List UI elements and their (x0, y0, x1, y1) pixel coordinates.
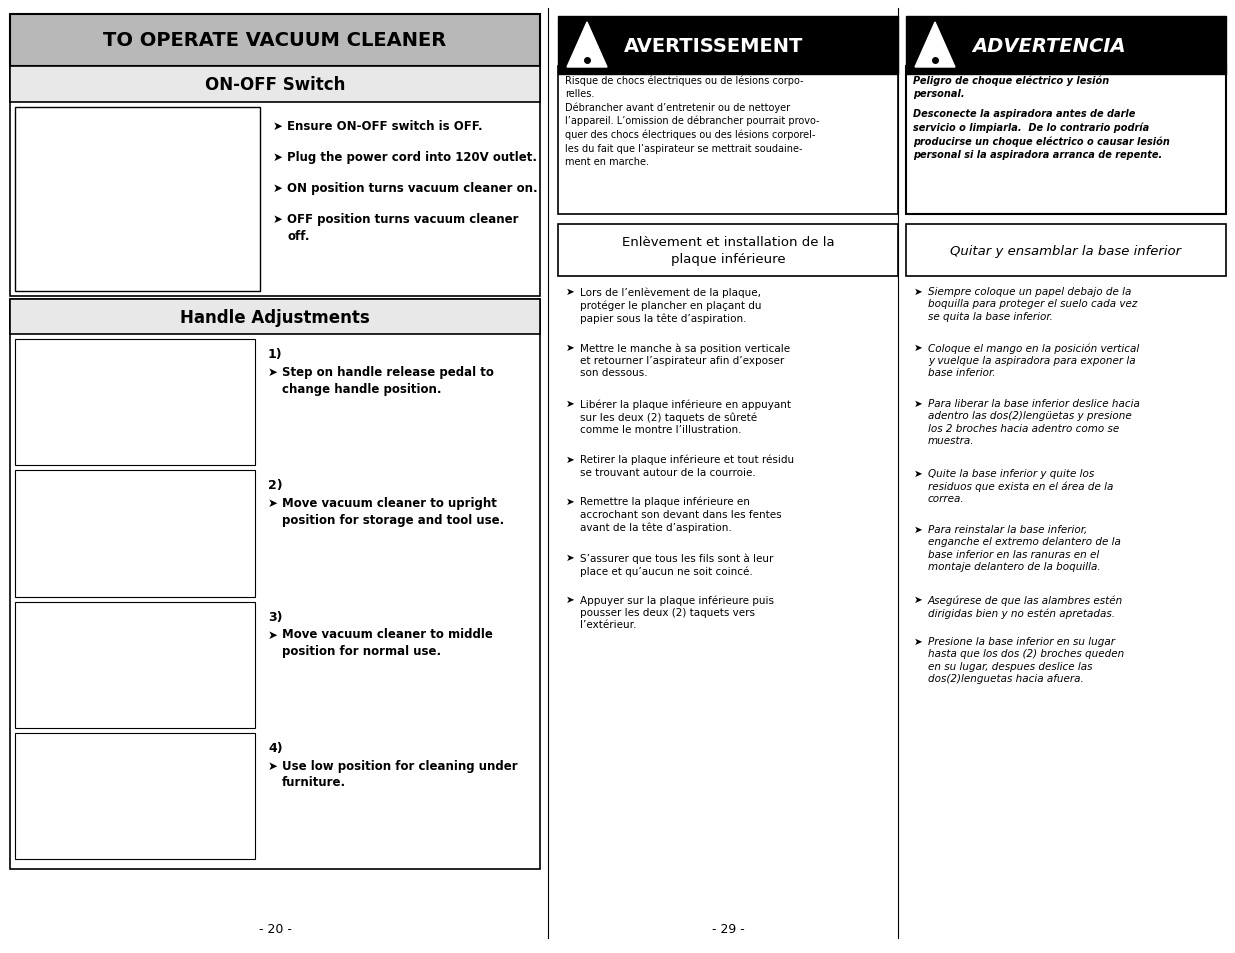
Bar (15, 733, 254, 859)
Bar (906, 225, 1226, 276)
Text: Use low position for cleaning under
furniture.: Use low position for cleaning under furn… (282, 759, 517, 788)
Text: Move vacuum cleaner to upright
position for storage and tool use.: Move vacuum cleaner to upright position … (282, 497, 504, 526)
Text: Para liberar la base inferior deslice hacia
adentro las dos(2)lengüetas y presio: Para liberar la base inferior deslice ha… (927, 398, 1140, 446)
Text: 2): 2) (268, 478, 283, 492)
Bar (965, 17, 1226, 75)
Text: Peligro de choque eléctrico y lesión
personal.: Peligro de choque eléctrico y lesión per… (913, 75, 1109, 98)
Text: ➤: ➤ (566, 398, 574, 409)
Text: Move vacuum cleaner to middle
position for normal use.: Move vacuum cleaner to middle position f… (282, 628, 493, 658)
Text: ADVERTENCIA: ADVERTENCIA (972, 36, 1125, 55)
Text: Handle Adjustments: Handle Adjustments (180, 309, 369, 327)
Text: Libérer la plaque inférieure en appuyant
sur les deux (2) taquets de sûreté
comm: Libérer la plaque inférieure en appuyant… (580, 398, 790, 435)
Text: ➤: ➤ (566, 343, 574, 353)
Text: ➤: ➤ (566, 553, 574, 562)
Text: ON position turns vacuum cleaner on.: ON position turns vacuum cleaner on. (287, 182, 537, 194)
Text: Ensure ON-OFF switch is OFF.: Ensure ON-OFF switch is OFF. (287, 120, 483, 132)
Text: ➤: ➤ (914, 398, 923, 409)
Text: Siempre coloque un papel debajo de la
boquilla para proteger el suelo cada vez
s: Siempre coloque un papel debajo de la bo… (927, 287, 1137, 321)
Text: ➤: ➤ (273, 213, 283, 226)
Text: 4): 4) (268, 741, 283, 754)
Text: ➤: ➤ (268, 366, 278, 378)
Bar (10, 15, 540, 67)
Text: ➤: ➤ (566, 595, 574, 604)
Text: Plug the power cord into 120V outlet.: Plug the power cord into 120V outlet. (287, 151, 537, 164)
Text: Remettre la plaque inférieure en
accrochant son devant dans les fentes
avant de : Remettre la plaque inférieure en accroch… (580, 497, 782, 533)
Bar (15, 602, 254, 728)
Text: 1): 1) (268, 348, 283, 360)
Bar (906, 17, 965, 75)
Text: Para reinstalar la base inferior,
enganche el extremo delantero de la
base infer: Para reinstalar la base inferior, enganc… (927, 524, 1121, 572)
Bar (10, 299, 540, 335)
Polygon shape (567, 23, 606, 68)
Bar (10, 67, 540, 103)
Bar (15, 108, 261, 292)
Text: TO OPERATE VACUUM CLEANER: TO OPERATE VACUUM CLEANER (104, 31, 447, 51)
Text: Retirer la plaque inférieure et tout résidu
se trouvant autour de la courroie.: Retirer la plaque inférieure et tout rés… (580, 455, 794, 477)
Bar (906, 67, 1226, 214)
Text: ➤: ➤ (268, 759, 278, 772)
Text: - 29 -: - 29 - (711, 923, 745, 936)
Text: ➤: ➤ (273, 151, 283, 164)
Bar (10, 299, 540, 869)
Text: AVERTISSEMENT: AVERTISSEMENT (624, 36, 804, 55)
Text: ➤: ➤ (566, 497, 574, 506)
Bar (558, 225, 898, 276)
Bar (15, 471, 254, 597)
Text: Mettre le manche à sa position verticale
et retourner l’aspirateur afin d’expose: Mettre le manche à sa position verticale… (580, 343, 790, 378)
Bar (15, 339, 254, 466)
Bar (558, 67, 898, 214)
Text: ➤: ➤ (268, 497, 278, 510)
Text: S’assurer que tous les fils sont à leur
place et qu’aucun ne soit coincé.: S’assurer que tous les fils sont à leur … (580, 553, 773, 576)
Text: ➤: ➤ (914, 469, 923, 478)
Text: ➤: ➤ (914, 524, 923, 535)
Bar (10, 67, 540, 296)
Polygon shape (915, 23, 955, 68)
Text: ➤: ➤ (914, 595, 923, 604)
Text: Lors de l’enlèvement de la plaque,
protéger le plancher en plaçant du
papier sou: Lors de l’enlèvement de la plaque, proté… (580, 287, 762, 323)
Text: Step on handle release pedal to
change handle position.: Step on handle release pedal to change h… (282, 366, 494, 395)
Text: Risque de chocs électriques ou de lésions corpo-
relles.
Débrancher avant d’entr: Risque de chocs électriques ou de lésion… (564, 75, 820, 167)
Text: ➤: ➤ (914, 287, 923, 296)
Text: ➤: ➤ (273, 182, 283, 194)
Bar (558, 17, 616, 75)
Text: Appuyer sur la plaque inférieure puis
pousser les deux (2) taquets vers
l’extéri: Appuyer sur la plaque inférieure puis po… (580, 595, 774, 630)
Text: - 20 -: - 20 - (258, 923, 291, 936)
Text: Coloque el mango en la posición vertical
y vuelque la aspiradora para exponer la: Coloque el mango en la posición vertical… (927, 343, 1139, 378)
Text: Asegúrese de que las alambres estén
dirigidas bien y no estén apretadas.: Asegúrese de que las alambres estén diri… (927, 595, 1124, 618)
Text: 3): 3) (268, 610, 283, 623)
Bar (616, 17, 898, 75)
Text: ➤: ➤ (914, 637, 923, 646)
Text: Quitar y ensamblar la base inferior: Quitar y ensamblar la base inferior (951, 244, 1182, 257)
Text: Quite la base inferior y quite los
residuos que exista en el área de la
correa.: Quite la base inferior y quite los resid… (927, 469, 1114, 504)
Text: Desconecte la aspiradora antes de darle
servicio o limpiarla.  De lo contrario p: Desconecte la aspiradora antes de darle … (913, 109, 1170, 160)
Text: ➤: ➤ (268, 628, 278, 640)
Text: ON-OFF Switch: ON-OFF Switch (205, 76, 346, 94)
Text: Presione la base inferior en su lugar
hasta que los dos (2) broches queden
en su: Presione la base inferior en su lugar ha… (927, 637, 1124, 683)
Text: ➤: ➤ (273, 120, 283, 132)
Text: OFF position turns vacuum cleaner
off.: OFF position turns vacuum cleaner off. (287, 213, 519, 242)
Text: Enlèvement et installation de la
plaque inférieure: Enlèvement et installation de la plaque … (621, 235, 835, 266)
Text: ➤: ➤ (566, 287, 574, 296)
Text: ➤: ➤ (914, 343, 923, 353)
Text: ➤: ➤ (566, 455, 574, 464)
